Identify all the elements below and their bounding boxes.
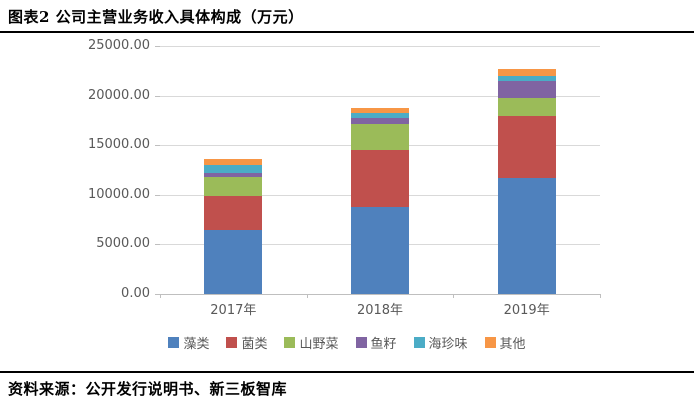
legend-item-鱼籽: 鱼籽: [355, 333, 397, 352]
y-axis-tick-label: 10000.00: [87, 186, 150, 202]
gridline: [160, 46, 600, 47]
legend-label: 海珍味: [428, 337, 468, 352]
legend-item-海珍味: 海珍味: [413, 333, 468, 352]
bar-segment-鱼籽: [497, 81, 556, 99]
bar-2019年: [497, 46, 556, 294]
bar-segment-其他: [351, 108, 409, 113]
y-axis-tick-label: 20000.00: [87, 87, 150, 103]
y-axis-tick: [155, 244, 160, 246]
x-axis-label: 2018年: [356, 303, 404, 318]
chart-title: 图表2 公司主营业务收入具体构成（万元）: [0, 0, 694, 33]
legend-label: 菌类: [241, 337, 268, 352]
bar-segment-藻类: [351, 206, 409, 294]
x-axis-label: 2017年: [210, 303, 257, 318]
legend-swatch: [355, 337, 367, 348]
legend-swatch: [226, 337, 238, 348]
bar-2017年: [204, 46, 263, 294]
legend-swatch: [284, 337, 296, 348]
bar-segment-山野菜: [351, 124, 409, 151]
legend-swatch: [484, 337, 496, 348]
y-axis-tick: [155, 294, 160, 295]
x-axis-line: [160, 294, 600, 295]
y-axis-tick: [155, 194, 160, 196]
legend-item-藻类: 藻类: [168, 333, 209, 352]
bar-segment-山野菜: [497, 98, 556, 116]
bar-segment-鱼籽: [351, 118, 409, 125]
legend-label: 鱼籽: [370, 337, 397, 352]
bar-segment-其他: [497, 68, 556, 76]
source-note: 资料来源：公开发行说明书、新三板智库: [0, 371, 694, 402]
gridline: [160, 95, 600, 97]
bar-segment-菌类: [497, 115, 556, 178]
x-axis-tick: [306, 294, 308, 298]
bar-segment-藻类: [204, 230, 263, 294]
y-axis-tick-label: 25000.00: [87, 38, 150, 53]
y-axis-tick-label: 5000.00: [96, 236, 150, 252]
bar-segment-海珍味: [204, 165, 263, 173]
y-axis-tick: [155, 46, 160, 47]
legend-item-其他: 其他: [484, 333, 526, 352]
legend-label: 藻类: [183, 337, 210, 352]
bar-segment-菌类: [351, 150, 409, 207]
bar-segment-海珍味: [351, 112, 409, 119]
legend-item-菌类: 菌类: [226, 333, 267, 352]
bar-segment-菌类: [204, 196, 263, 231]
stacked-bar-chart: 藻类 菌类 山野菜 鱼籽 海珍味 其他 0.00 5000.00 10000.00 15000.…: [0, 33, 694, 355]
chart-legend: 藻类 菌类 山野菜 鱼籽 海珍味 其他: [0, 333, 694, 352]
bar-2018年: [351, 46, 409, 294]
bar-segment-山野菜: [204, 176, 263, 196]
x-axis-tick: [160, 294, 161, 298]
bar-segment-其他: [204, 159, 263, 166]
y-axis-tick-label: 0.00: [121, 286, 150, 301]
x-axis-tick: [453, 294, 455, 298]
x-axis-label: 2019年: [503, 303, 550, 318]
y-axis-tick-label: 15000.00: [87, 137, 150, 153]
legend-swatch: [168, 337, 180, 348]
x-axis-tick: [600, 294, 601, 298]
bar-segment-鱼籽: [204, 173, 263, 177]
legend-item-山野菜: 山野菜: [284, 333, 339, 352]
bar-segment-海珍味: [497, 75, 556, 82]
source-text: 资料来源：公开发行说明书、新三板智库: [8, 380, 288, 398]
legend-label: 其他: [499, 337, 526, 352]
y-axis-tick: [155, 145, 160, 147]
bar-segment-藻类: [497, 177, 556, 294]
legend-label: 山野菜: [299, 337, 339, 352]
legend-swatch: [413, 337, 425, 348]
y-axis-tick: [155, 95, 160, 97]
